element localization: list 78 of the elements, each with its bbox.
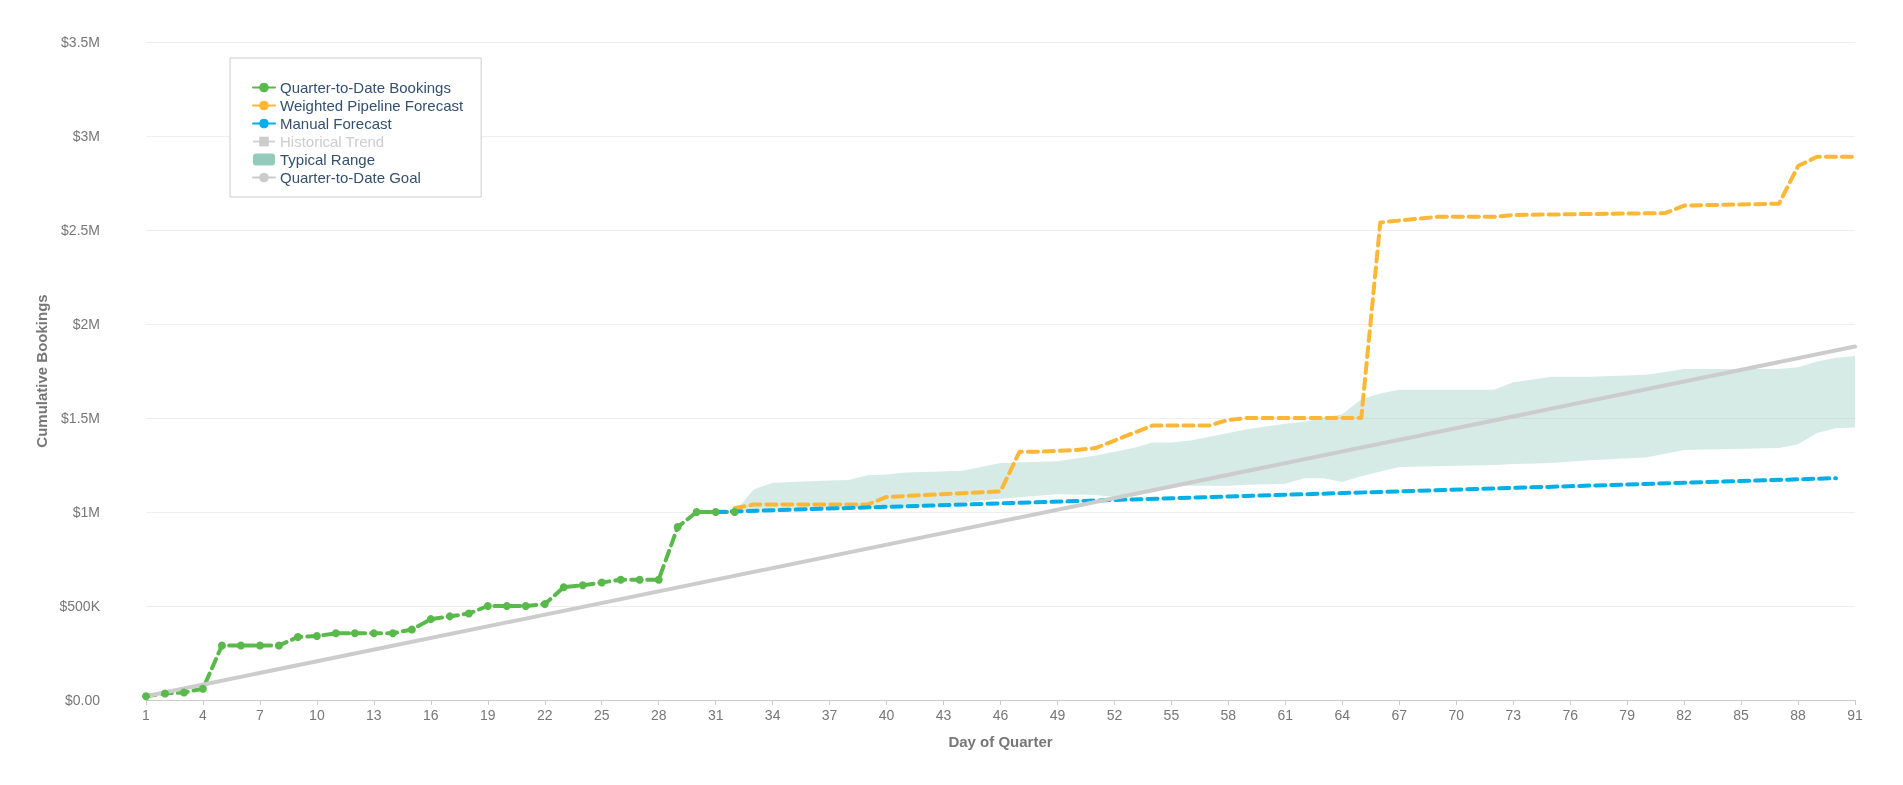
point [369, 629, 378, 638]
point [331, 629, 340, 638]
point [521, 602, 530, 610]
legend-label: Typical Range [280, 151, 376, 168]
x-tick-label: 7 [256, 707, 265, 723]
point [255, 641, 264, 650]
x-tick-label: 76 [1562, 707, 1579, 723]
legend-label: Manual Forecast [280, 115, 393, 132]
x-tick-label: 22 [536, 707, 553, 723]
y-tick-label: $2.5M [61, 222, 100, 238]
x-tick-label: 73 [1505, 707, 1522, 723]
y-tick-label: $1.5M [61, 410, 100, 426]
point [236, 641, 245, 650]
point [730, 508, 739, 516]
x-axis-title: Day of Quarter [948, 733, 1053, 750]
x-tick-label: 91 [1847, 707, 1863, 723]
point [711, 508, 720, 516]
point [597, 578, 606, 587]
point [692, 508, 701, 516]
x-tick-label: 82 [1676, 707, 1693, 723]
point [540, 600, 549, 609]
x-tick-label: 70 [1448, 707, 1465, 723]
point [464, 609, 473, 618]
x-tick-label: 85 [1733, 707, 1750, 723]
x-tick-label: 46 [992, 707, 1009, 723]
x-tick-label: 88 [1790, 707, 1807, 723]
x-tick-label: 28 [650, 707, 667, 723]
y-tick-label: $2M [72, 316, 100, 332]
x-tick-label: 52 [1106, 707, 1123, 723]
x-tick-label: 19 [480, 707, 496, 723]
point [502, 602, 511, 610]
legend-label: Quarter-to-Date Goal [280, 169, 421, 186]
y-axis-title: Cumulative Bookings [32, 294, 50, 448]
x-tick-label: 55 [1163, 707, 1180, 723]
point [673, 523, 682, 532]
point [388, 629, 397, 638]
x-tick-label: 37 [821, 707, 838, 723]
x-tick-label: 67 [1391, 707, 1408, 723]
point [483, 602, 492, 610]
x-tick-label: 16 [423, 707, 439, 723]
point [179, 688, 188, 697]
x-tick-label: 58 [1220, 707, 1237, 723]
legend-label: Weighted Pipeline Forecast [280, 97, 464, 114]
point [161, 689, 169, 698]
legend-label: Quarter-to-Date Bookings [280, 79, 451, 96]
x-tick-label: 61 [1277, 707, 1294, 723]
x-tick-label: 10 [309, 707, 325, 723]
point [616, 575, 625, 584]
x-tick-label: 4 [199, 707, 208, 723]
x-tick-label: 31 [707, 707, 724, 723]
y-tick-label: $1M [72, 504, 100, 520]
point [559, 583, 568, 592]
x-tick-label: 43 [935, 707, 952, 723]
point [350, 629, 359, 638]
point [274, 641, 283, 650]
point [293, 633, 302, 642]
point [654, 575, 663, 584]
y-tick-label: $3M [72, 128, 100, 144]
point [407, 625, 416, 634]
point [312, 632, 321, 641]
x-tick-label: 40 [878, 707, 895, 723]
point [635, 575, 644, 584]
x-tick-label: 49 [1049, 707, 1066, 723]
y-tick-label: $3.5M [61, 34, 100, 50]
point [426, 615, 435, 624]
point [578, 581, 587, 590]
y-tick-label: $500K [59, 598, 101, 614]
point [217, 641, 226, 650]
point [142, 692, 150, 701]
x-tick-label: 13 [366, 707, 382, 723]
y-tick-label: $0.00 [64, 692, 101, 708]
point [445, 612, 454, 621]
x-tick-label: 79 [1619, 707, 1636, 723]
x-tick-label: 25 [593, 707, 610, 723]
x-tick-label: 34 [764, 707, 781, 723]
x-tick-label: 64 [1334, 707, 1351, 723]
x-tick-label: 1 [142, 707, 151, 723]
point [198, 684, 207, 693]
